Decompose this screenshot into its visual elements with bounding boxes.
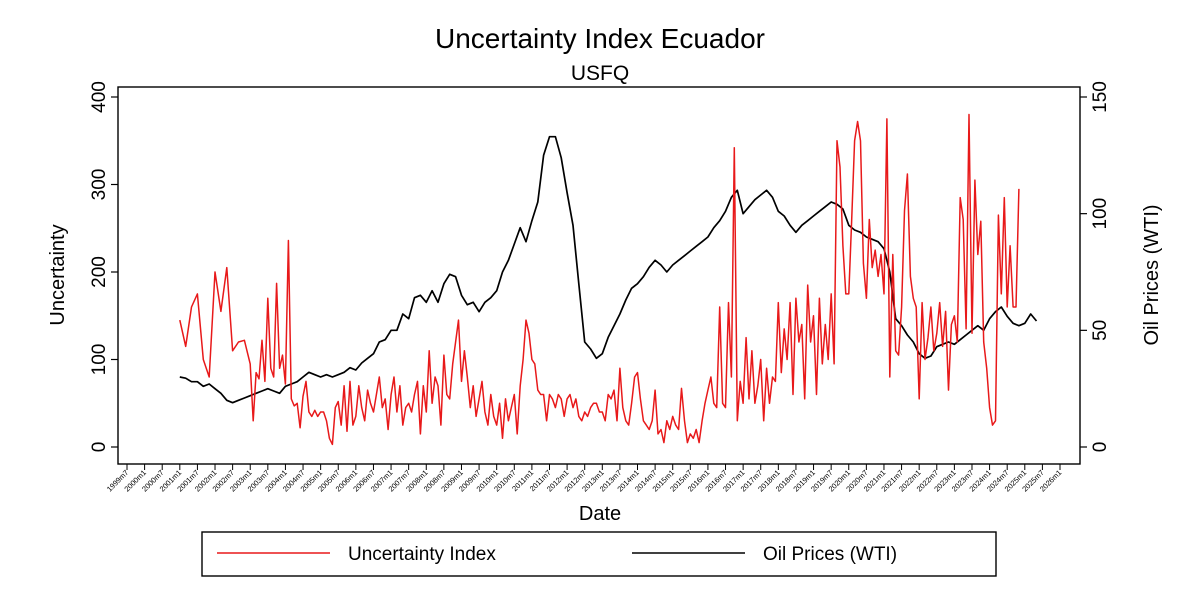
series-line-uncertainty-index [179, 113, 1020, 446]
chart-title: Uncertainty Index Ecuador [435, 23, 765, 54]
y-left-tick-label: 400 [89, 81, 110, 113]
y-axis-left-title: Uncertainty [47, 224, 69, 325]
y-left-tick-label: 200 [89, 256, 110, 288]
chart-subtitle: USFQ [571, 62, 629, 85]
legend-label-uncertainty: Uncertainty Index [348, 544, 496, 565]
legend-box [201, 531, 997, 577]
y-right-tick-label: 0 [1090, 442, 1111, 453]
y-axis-right: 0 50 100 150 [1080, 81, 1111, 452]
legend: Uncertainty Index Oil Prices (WTI) [201, 531, 997, 577]
y-left-tick-label: 300 [89, 169, 110, 201]
y-right-tick-label: 50 [1090, 320, 1111, 341]
x-axis: 1999m72000m12000m72001m12001m72002m12002… [105, 464, 1063, 494]
y-right-tick-label: 100 [1090, 198, 1111, 230]
y-left-tick-label: 0 [89, 442, 110, 453]
y-left-tick-label: 100 [89, 344, 110, 376]
x-axis-title: Date [579, 503, 621, 525]
legend-label-oil: Oil Prices (WTI) [763, 544, 897, 565]
plot-area [117, 86, 1081, 465]
y-axis-right-title: Oil Prices (WTI) [1141, 204, 1163, 345]
y-right-tick-label: 150 [1090, 81, 1111, 113]
series-layer [179, 113, 1038, 446]
y-axis-left: 0 100 200 300 400 [89, 81, 118, 452]
